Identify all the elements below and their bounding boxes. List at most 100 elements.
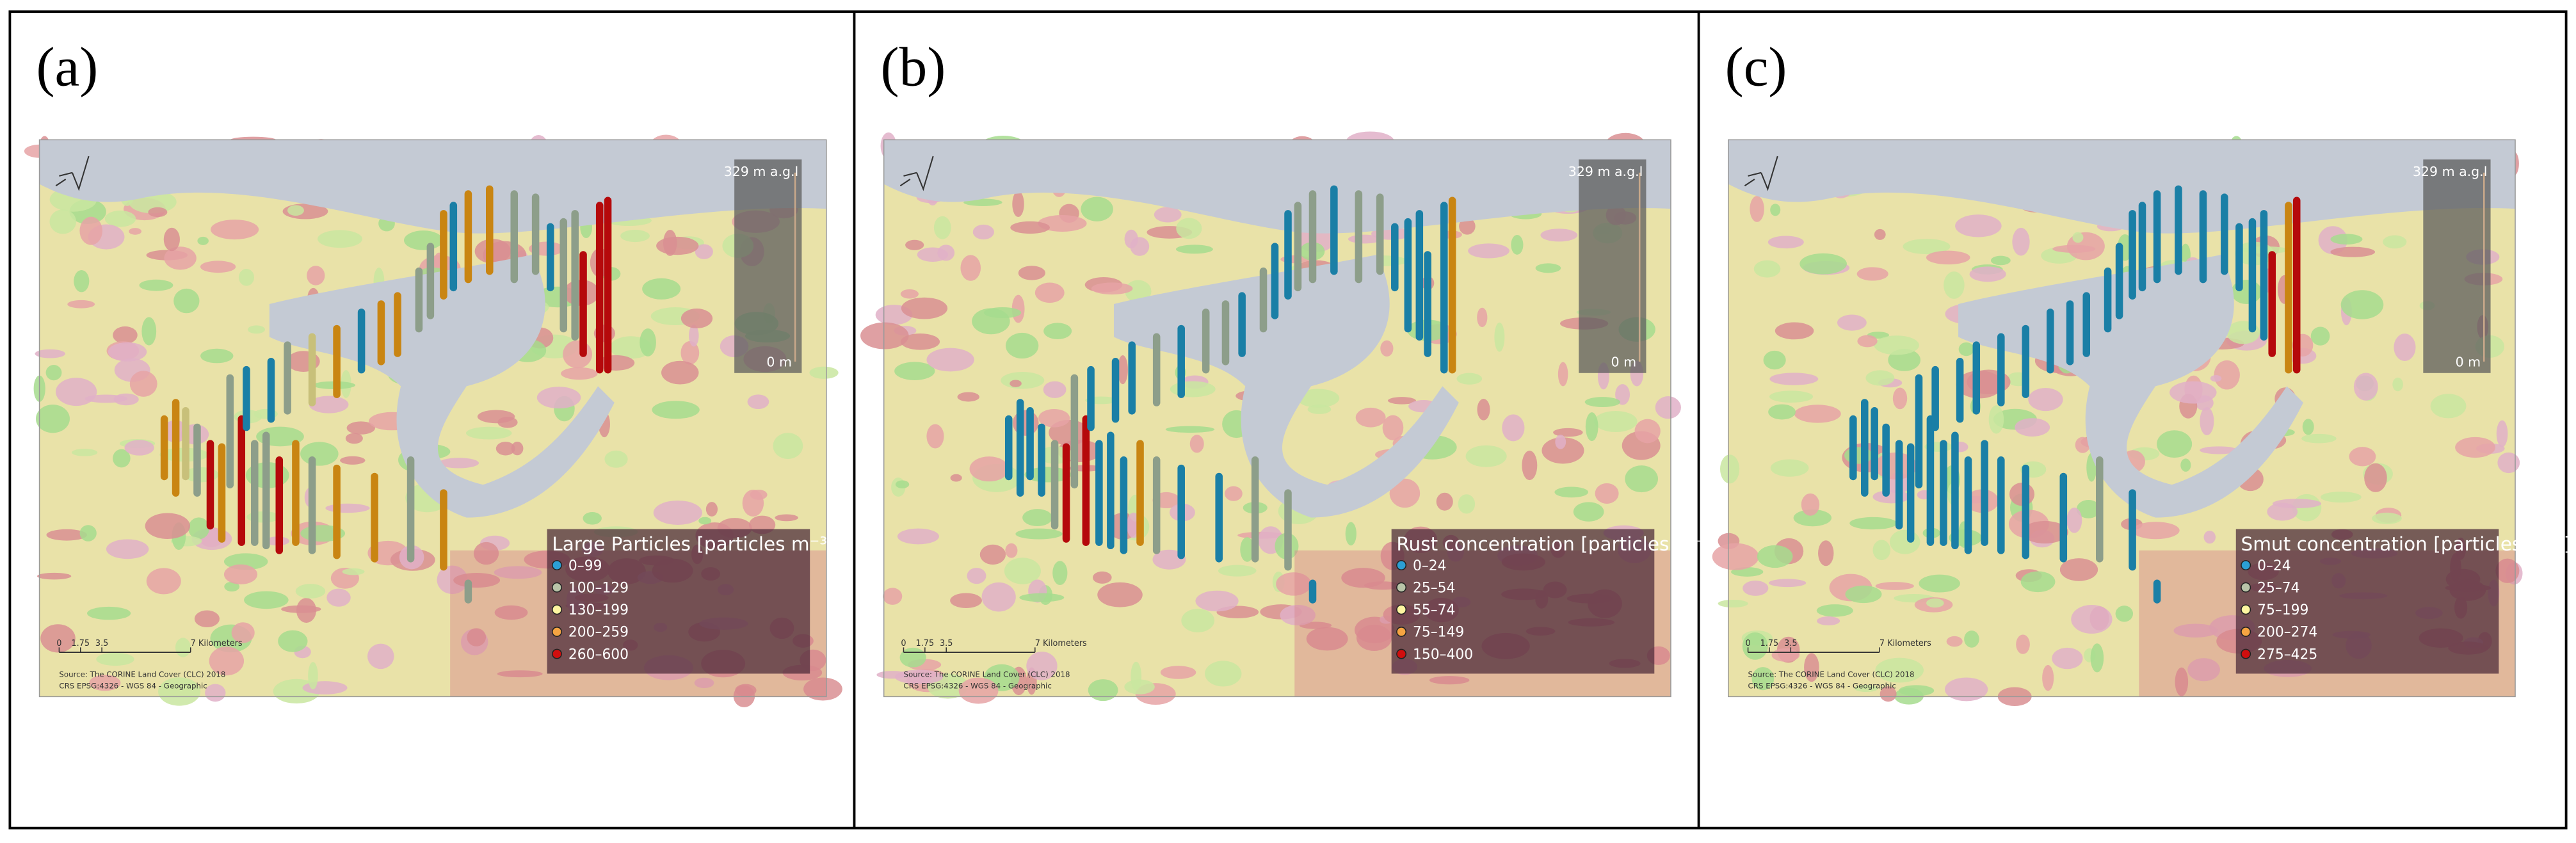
land-patch xyxy=(49,209,77,234)
land-patch xyxy=(1010,221,1050,234)
elevation-bottom: 0 m xyxy=(2456,355,2481,370)
land-patch xyxy=(494,605,528,620)
land-patch xyxy=(1387,397,1416,405)
land-patch xyxy=(1511,234,1524,255)
land-patch xyxy=(1875,657,1924,683)
land-patch xyxy=(2009,482,2035,506)
land-patch xyxy=(1946,636,1963,647)
land-patch xyxy=(1092,571,1112,584)
map-border xyxy=(1728,139,2516,698)
scale-label: 3.5 xyxy=(1784,639,1797,648)
land-patch xyxy=(46,529,87,541)
land-patch xyxy=(1170,381,1216,397)
land-patch xyxy=(1018,266,1045,280)
land-patch xyxy=(1038,408,1070,428)
land-patch xyxy=(2075,437,2091,453)
land-patch xyxy=(2372,512,2402,524)
land-patch xyxy=(1436,492,1453,511)
land-patch xyxy=(1854,684,1878,693)
land-patch xyxy=(1892,387,1908,410)
legend-item: 100–129 xyxy=(568,580,629,596)
land-patch xyxy=(809,366,839,379)
land-patch xyxy=(1763,350,1786,370)
land-patch xyxy=(1152,549,1186,570)
scale-label: 7 Kilometers xyxy=(1035,639,1087,648)
land-patch xyxy=(735,684,757,697)
north-arrow xyxy=(899,156,934,191)
land-patch xyxy=(2175,667,2189,696)
land-patch xyxy=(900,289,919,299)
legend-item: 25–74 xyxy=(2257,580,2299,596)
legend-swatch xyxy=(1396,560,1407,571)
legend-item: 0–24 xyxy=(2257,558,2291,574)
land-patch xyxy=(2015,418,2050,437)
land-patch xyxy=(1154,207,1182,223)
land-patch xyxy=(224,581,240,592)
land-patch xyxy=(1341,568,1385,588)
land-patch xyxy=(981,582,1016,612)
land-patch xyxy=(1001,371,1045,389)
land-patch xyxy=(1477,307,1488,328)
land-patch xyxy=(894,670,944,684)
land-patch xyxy=(2180,458,2191,472)
land-patch xyxy=(231,622,255,643)
land-patch xyxy=(2187,658,2220,682)
land-patch xyxy=(694,677,714,689)
land-patch xyxy=(1038,214,1087,232)
land-patch xyxy=(620,230,650,243)
panel: (c) 329 m a.g.l 0 m Smut concentration [par… xyxy=(1712,36,2571,707)
land-patch xyxy=(1522,450,1538,481)
land-patch xyxy=(2430,394,2467,419)
land-patch xyxy=(1165,426,1215,433)
land-patch xyxy=(87,606,131,620)
land-patch xyxy=(2072,232,2084,243)
land-patch xyxy=(1743,581,1769,596)
land-patch xyxy=(2200,446,2238,454)
land-patch xyxy=(1429,676,1470,685)
legend-item: 200–274 xyxy=(2257,625,2317,641)
land-patch xyxy=(1712,543,1759,570)
land-patch xyxy=(1088,679,1118,702)
land-patch xyxy=(563,340,592,369)
land-patch xyxy=(640,328,656,357)
land-patch xyxy=(124,440,154,456)
land-patch xyxy=(465,426,512,440)
elevation-top: 329 m a.g.l xyxy=(724,164,799,179)
legend-item: 0–24 xyxy=(1413,558,1447,574)
land-patch xyxy=(695,244,713,259)
land-patch xyxy=(1465,445,1507,467)
source-text: Source: The CORINE Land Cover (CLC) 2018 xyxy=(903,670,1070,679)
land-patch xyxy=(1573,502,1604,522)
land-patch xyxy=(901,297,948,319)
land-patch xyxy=(1022,509,1052,527)
land-patch xyxy=(439,458,479,469)
land-patch xyxy=(346,421,376,435)
land-patch xyxy=(957,392,980,402)
land-patch xyxy=(497,670,543,678)
land-patch xyxy=(194,610,220,627)
land-patch xyxy=(2042,664,2054,691)
land-patch xyxy=(2349,447,2376,467)
legend-swatch xyxy=(552,627,562,637)
land-patch xyxy=(2267,502,2298,521)
land-patch xyxy=(477,410,515,424)
land-patch xyxy=(1926,598,1944,608)
land-patch xyxy=(1767,236,1804,249)
land-patch xyxy=(141,317,157,346)
land-patch xyxy=(1964,630,1979,648)
legend-title: Large Particles [particles m⁻³] xyxy=(552,533,834,555)
land-patch xyxy=(958,677,999,704)
land-patch xyxy=(244,591,289,609)
land-patch xyxy=(1958,342,1974,357)
land-patch xyxy=(1005,543,1018,558)
land-patch xyxy=(705,502,718,517)
legend-swatch xyxy=(2241,627,2251,637)
land-patch xyxy=(129,228,142,235)
elevation-top: 329 m a.g.l xyxy=(2413,164,2488,179)
land-patch xyxy=(661,360,699,385)
land-patch xyxy=(36,572,72,580)
land-patch xyxy=(1634,419,1661,444)
elevation-box xyxy=(1579,159,1646,373)
land-patch xyxy=(1012,191,1024,218)
